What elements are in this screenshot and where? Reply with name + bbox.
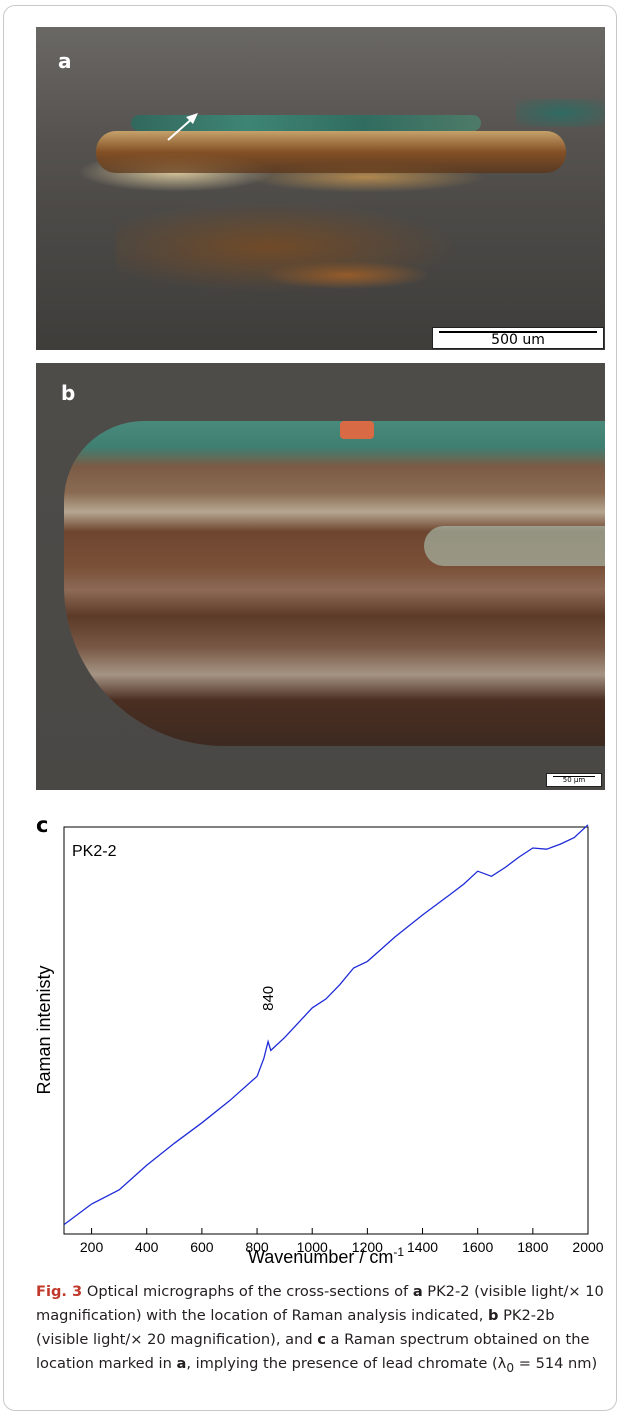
plot-frame bbox=[63, 826, 589, 1235]
cross-section-sample bbox=[64, 421, 605, 746]
caption-subscript: 0 bbox=[506, 1360, 515, 1375]
x-tick-label: 1000 bbox=[297, 1239, 328, 1255]
x-tick-label: 600 bbox=[190, 1239, 214, 1255]
x-tick-label: 400 bbox=[135, 1239, 159, 1255]
caption-bold: a bbox=[412, 1283, 423, 1300]
scale-bar-text: 50 µm bbox=[562, 776, 586, 784]
scale-bar-line bbox=[553, 776, 595, 777]
x-tick-label: 200 bbox=[80, 1239, 104, 1255]
x-tick-label: 1800 bbox=[517, 1239, 548, 1255]
pale-band bbox=[424, 526, 605, 566]
y-axis-label: Raman intenisty bbox=[34, 965, 54, 1094]
caption-text: , implying the presence of lead chromate… bbox=[186, 1355, 507, 1372]
series-line bbox=[63, 824, 589, 1226]
x-axis-label: Wavenumber / cm-1 bbox=[248, 1245, 404, 1267]
scale-bar-line bbox=[439, 331, 597, 333]
arrow-icon bbox=[167, 113, 198, 141]
green-spot bbox=[516, 99, 605, 127]
scale-bar-a: 500 um bbox=[432, 327, 604, 349]
figure-caption: Fig. 3 Optical micrographs of the cross-… bbox=[36, 1280, 606, 1380]
x-tick-label: 1400 bbox=[407, 1239, 438, 1255]
panel-b-label: b bbox=[61, 381, 76, 405]
green-layer bbox=[131, 115, 481, 131]
caption-text: a Raman spectrum obtained on the locatio… bbox=[36, 1331, 590, 1372]
series-label: PK2-2 bbox=[72, 843, 117, 860]
panel-a-label: a bbox=[58, 49, 72, 73]
caption-text: PK2-2 (visible light/× 10 magnification)… bbox=[36, 1283, 604, 1324]
caption-text: Optical micrographs of the cross-section… bbox=[82, 1283, 413, 1300]
scale-bar-text: 500 um bbox=[491, 332, 545, 348]
x-tick-label: 1600 bbox=[462, 1239, 493, 1255]
gold-layer bbox=[96, 131, 566, 173]
x-tick-label: 1200 bbox=[352, 1239, 383, 1255]
caption-bold: b bbox=[487, 1307, 499, 1324]
raman-spectrum-chart: 200 400 600 800 1000 1200 1400 1600 1800 2000 PK2… bbox=[34, 824, 604, 1267]
scale-bar-b: 50 µm bbox=[546, 773, 602, 787]
peak-annotation: 840 bbox=[260, 986, 277, 1011]
x-tick-label: 800 bbox=[245, 1239, 269, 1255]
figure-label: Fig. 3 bbox=[36, 1283, 83, 1300]
figure-frame bbox=[3, 5, 617, 1411]
orange-particle bbox=[340, 421, 374, 439]
caption-bold: c bbox=[317, 1331, 326, 1348]
caption-bold: a bbox=[176, 1355, 187, 1372]
caption-text: = 514 nm) bbox=[514, 1355, 598, 1372]
panel-c-label: c bbox=[36, 813, 49, 837]
caption-text: PK2-2b (visible light/× 20 magnification… bbox=[36, 1307, 555, 1348]
micrograph-a: a 500 um bbox=[36, 27, 605, 350]
lower-layer bbox=[116, 202, 456, 292]
x-tick-label: 2000 bbox=[572, 1239, 603, 1255]
micrograph-b: b 50 µm bbox=[36, 363, 605, 790]
